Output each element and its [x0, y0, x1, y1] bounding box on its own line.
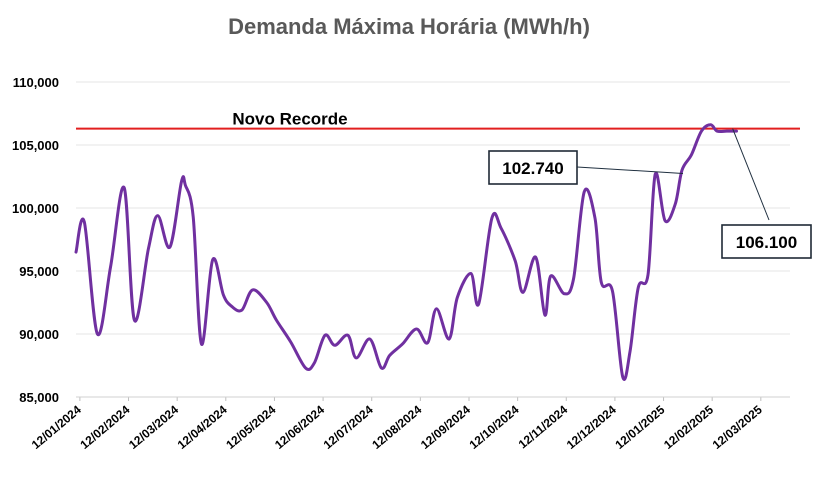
data-point [240, 309, 243, 312]
data-point [725, 130, 728, 133]
data-point [514, 259, 517, 262]
data-point [355, 356, 358, 359]
data-point [500, 227, 503, 230]
data-point [275, 319, 278, 322]
data-point [313, 361, 316, 364]
data-point [109, 266, 112, 269]
data-point [133, 319, 136, 322]
data-point [192, 215, 195, 218]
callout-106100-leader [732, 128, 770, 221]
data-point [304, 367, 307, 370]
data-point [156, 214, 159, 217]
data-point [572, 277, 575, 280]
data-point [380, 367, 383, 370]
data-point [123, 186, 126, 189]
y-tick-label: 105,000 [12, 138, 59, 153]
data-point [716, 130, 719, 133]
callout-106100: 106.100 [721, 128, 812, 259]
data-point [435, 307, 438, 310]
callout-106100-label: 106.100 [736, 233, 797, 252]
data-point [401, 343, 404, 346]
data-point [611, 290, 614, 293]
data-point [83, 220, 86, 223]
data-point [700, 130, 703, 133]
callout-102740-leader [576, 166, 684, 174]
y-tick-label: 90,000 [19, 327, 59, 342]
data-point [490, 217, 493, 220]
data-point [477, 302, 480, 305]
data-point [593, 217, 596, 220]
data-point [521, 291, 524, 294]
data-point [628, 350, 631, 353]
data-point [600, 281, 603, 284]
data-point [646, 273, 649, 276]
data-point [469, 272, 472, 275]
data-point [448, 338, 451, 341]
data-point [324, 334, 327, 337]
data-point [735, 130, 738, 133]
data-point [75, 251, 78, 254]
y-tick-label: 95,000 [19, 264, 59, 279]
chart-title: Demanda Máxima Horária (MWh/h) [228, 14, 590, 39]
data-point [251, 288, 254, 291]
data-point [709, 123, 712, 126]
data-point [637, 286, 640, 289]
data-point [211, 258, 214, 261]
y-tick-label: 85,000 [19, 390, 59, 405]
data-point [681, 169, 684, 172]
data-point [265, 301, 268, 304]
data-point [184, 184, 187, 187]
series-line [74, 123, 738, 381]
data-point [289, 340, 292, 343]
data-point [200, 343, 203, 346]
y-tick-label: 110,000 [13, 75, 59, 90]
callout-102740: 102.740 [488, 150, 684, 185]
data-point [664, 219, 667, 222]
callout-106100-box [721, 224, 812, 259]
data-point [543, 314, 546, 317]
data-point [534, 256, 537, 259]
y-axis-ticks: 85,000 90,000 95,000 100,000 105,000 110,000 [12, 75, 59, 405]
data-point [415, 327, 418, 330]
data-point [168, 246, 171, 249]
data-point [549, 275, 552, 278]
data-point [333, 344, 336, 347]
data-point [96, 333, 99, 336]
data-point [690, 154, 693, 157]
record-reference-label: Novo Recorde [232, 110, 347, 129]
data-point [426, 341, 429, 344]
data-point [222, 293, 225, 296]
data-point [368, 338, 371, 341]
data-point [180, 180, 183, 183]
data-point [654, 172, 657, 175]
data-point [388, 354, 391, 357]
data-point [563, 292, 566, 295]
data-point [583, 190, 586, 193]
y-tick-label: 100,000 [12, 201, 59, 216]
data-point [456, 296, 459, 299]
data-point [621, 375, 624, 378]
data-point [230, 305, 233, 308]
data-point [147, 247, 150, 250]
callout-102740-label: 102.740 [502, 159, 563, 178]
data-point [346, 334, 349, 337]
data-point [674, 203, 677, 206]
callout-102740-box [488, 150, 578, 185]
